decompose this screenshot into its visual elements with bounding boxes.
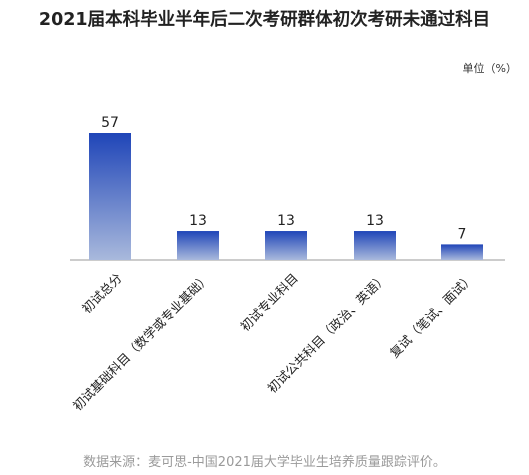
value-label-5: 7 <box>458 226 467 242</box>
bar-3 <box>265 231 307 260</box>
category-label-5: 复试（笔试、面试） <box>387 270 477 360</box>
value-label-4: 13 <box>366 213 384 229</box>
bar-4 <box>354 231 396 260</box>
value-label-3: 13 <box>277 213 295 229</box>
bar-5 <box>441 244 483 260</box>
category-label-1: 初试总分 <box>79 270 125 316</box>
chart-title: 2021届本科毕业半年后二次考研群体初次考研未通过科目 <box>38 10 491 30</box>
value-label-2: 13 <box>189 213 207 229</box>
value-label-1: 57 <box>101 115 119 131</box>
data-source: 数据来源：麦可思-中国2021届大学毕业生培养质量跟踪评价。 <box>83 455 446 470</box>
category-label-3: 初试专业科目 <box>237 270 301 334</box>
bar-1 <box>89 133 131 260</box>
category-label-2: 初试基础科目（数学或专业基础） <box>70 270 213 413</box>
unit-label: 单位（%） <box>462 62 517 75</box>
bar-2 <box>177 231 219 260</box>
